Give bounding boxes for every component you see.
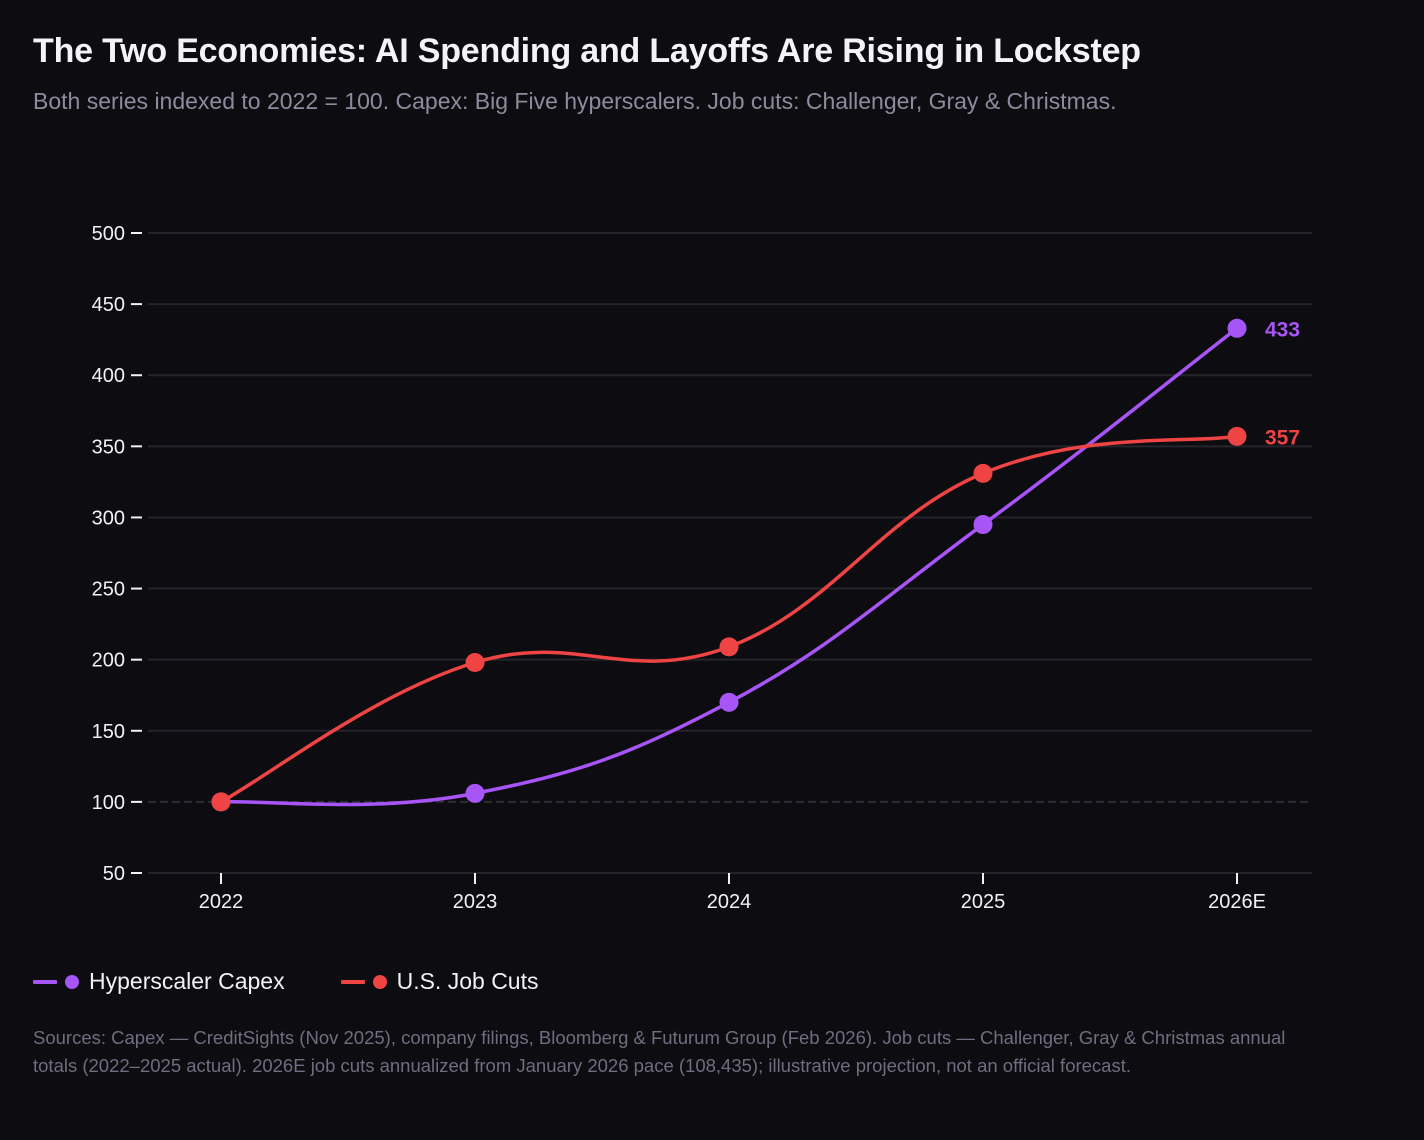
data-point-job-cuts <box>973 463 993 483</box>
x-tick-label: 2022 <box>199 891 244 913</box>
series-line-job-cuts <box>219 434 1239 804</box>
y-tick-label: 500 <box>92 223 125 245</box>
x-tick-label: 2026E <box>1208 891 1266 913</box>
y-axis: 50 100 150 200 250 300 350 400 450 500 <box>92 223 142 885</box>
y-tick-label: 200 <box>92 650 125 672</box>
y-tick-label: 400 <box>92 365 125 387</box>
y-tick-label: 50 <box>103 863 125 885</box>
data-point-job-cuts <box>211 792 231 812</box>
x-tick-label: 2025 <box>961 891 1006 913</box>
data-point-capex <box>719 692 739 712</box>
x-tick-label: 2023 <box>453 891 498 913</box>
y-tick-label: 150 <box>92 721 125 743</box>
y-tick-label: 300 <box>92 507 125 529</box>
y-tick-label: 100 <box>92 792 125 814</box>
data-point-capex <box>973 515 993 535</box>
y-tick-label: 350 <box>92 436 125 458</box>
sources-note: Sources: Capex — CreditSights (Nov 2025)… <box>33 1027 1286 1076</box>
data-point-capex <box>1227 318 1247 338</box>
legend-line-swatch <box>33 979 57 984</box>
legend: Hyperscaler Capex U.S. Job Cuts <box>33 968 594 995</box>
end-value-label: 357 <box>1265 426 1300 449</box>
legend-label: Hyperscaler Capex <box>89 968 285 994</box>
series: 433 357 <box>211 318 1300 812</box>
gridlines <box>148 232 1312 874</box>
legend-line-swatch <box>340 979 365 984</box>
end-value-label: 433 <box>1265 318 1300 341</box>
x-axis: 2022 2023 2024 2025 2026E <box>199 873 1266 913</box>
legend-dot-icon <box>65 974 79 989</box>
legend-item-job-cuts[interactable]: U.S. Job Cuts <box>340 968 539 995</box>
data-point-job-cuts <box>1227 426 1247 446</box>
data-point-job-cuts <box>719 637 739 657</box>
series-line-capex <box>219 326 1239 807</box>
y-tick-label: 450 <box>92 294 125 316</box>
legend-item-capex[interactable]: Hyperscaler Capex <box>33 968 285 995</box>
data-point-capex <box>465 783 485 803</box>
chart-title: The Two Economies: AI Spending and Layof… <box>33 32 1141 70</box>
legend-dot-icon <box>372 974 387 989</box>
y-tick-label: 250 <box>92 579 125 601</box>
chart-subtitle: Both series indexed to 2022 = 100. Capex… <box>33 88 1117 114</box>
data-point-job-cuts <box>465 653 485 673</box>
legend-label: U.S. Job Cuts <box>396 968 539 994</box>
x-tick-label: 2024 <box>707 891 752 913</box>
